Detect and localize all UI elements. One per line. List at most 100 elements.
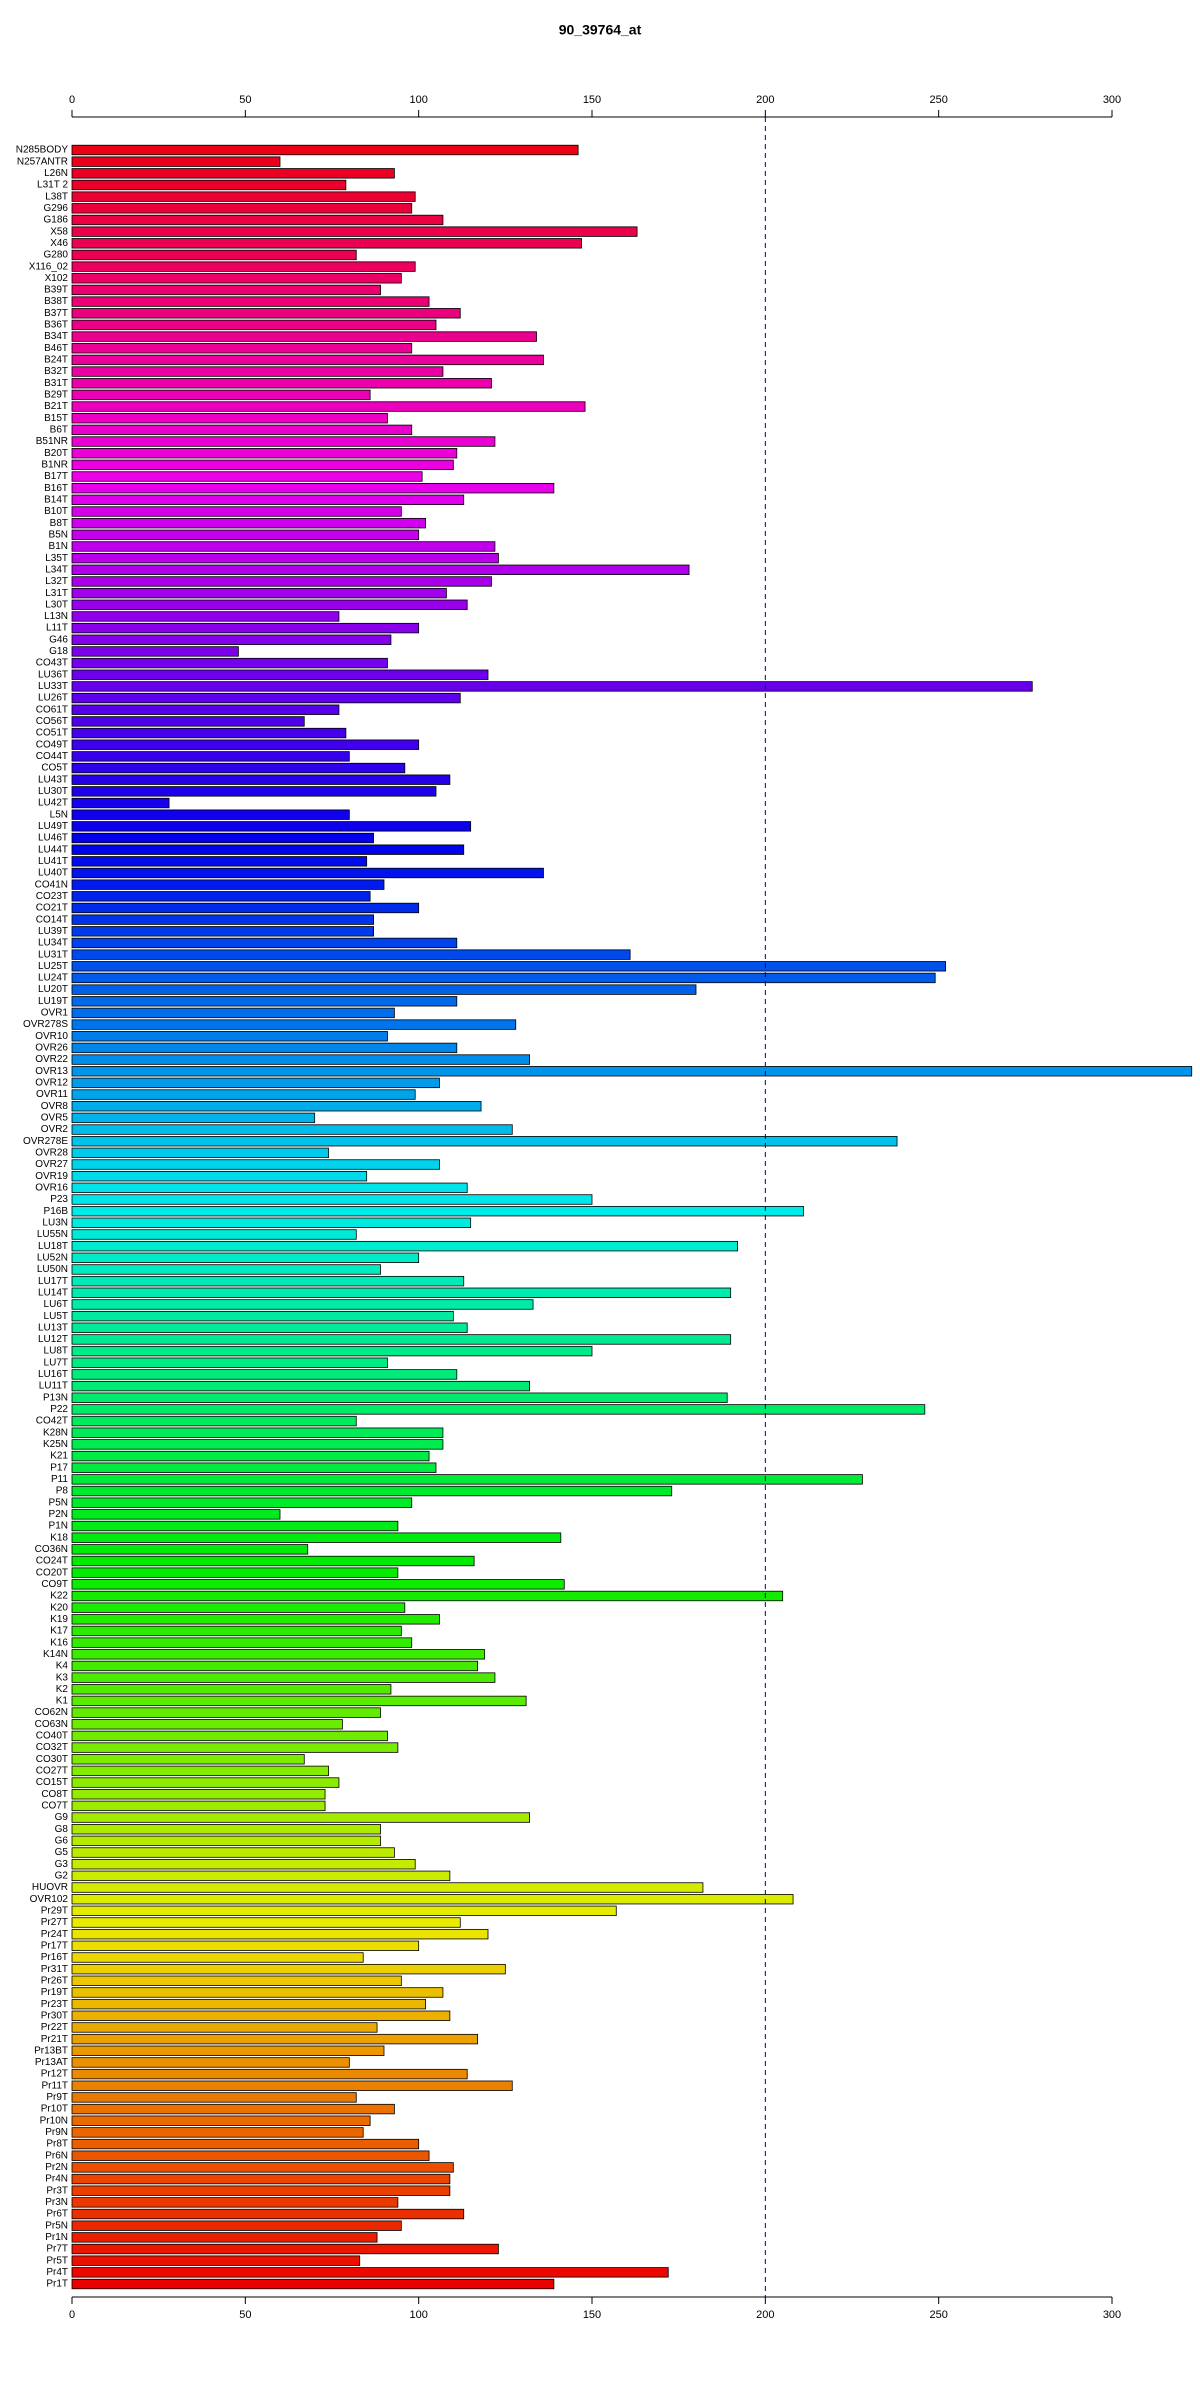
- y-tick-label: CO51T: [36, 728, 68, 739]
- y-tick-label: CO63N: [35, 1719, 68, 1730]
- y-tick-label: B37T: [44, 308, 68, 319]
- bar: [71, 1777, 340, 1788]
- y-tick-label: G6: [55, 1836, 69, 1847]
- bar: [71, 331, 537, 342]
- x-tick-label: 300: [1103, 2309, 1121, 2321]
- bar: [71, 1893, 794, 1905]
- bar: [71, 1532, 562, 1543]
- bar: [71, 972, 936, 984]
- y-tick-label: OVR28: [35, 1148, 68, 1159]
- bar: [71, 168, 395, 179]
- y-tick-label: Pr6T: [46, 2209, 68, 2220]
- bar: [71, 541, 496, 552]
- bar: [71, 436, 496, 447]
- y-tick-label: LU6T: [44, 1299, 68, 1310]
- bar: [71, 2185, 451, 2196]
- y-tick-label: L35T: [45, 553, 68, 564]
- y-tick-label: Pr5T: [46, 2255, 68, 2266]
- bar: [71, 1205, 804, 1217]
- y-tick-label: K18: [50, 1532, 68, 1543]
- bar: [71, 1112, 316, 1124]
- bar: [71, 2115, 371, 2126]
- bar: [71, 1859, 416, 1870]
- y-tick-label: B39T: [44, 285, 68, 296]
- y-tick-label: P22: [50, 1404, 68, 1415]
- y-tick-label: L31T: [45, 588, 68, 599]
- bar: [71, 1998, 427, 2010]
- bar: [71, 2267, 669, 2278]
- y-tick-label: LU5T: [44, 1311, 68, 1322]
- y-tick-label: G2: [55, 1870, 69, 1881]
- y-tick-label: Pr7T: [46, 2244, 68, 2255]
- y-tick-label: K1: [56, 1696, 69, 1707]
- y-tick-label: K14N: [43, 1649, 68, 1660]
- y-tick-label: P17: [50, 1462, 68, 1473]
- bar: [71, 284, 381, 296]
- bar: [71, 1264, 381, 1275]
- bar: [71, 1427, 444, 1438]
- y-tick-label: CO62N: [35, 1707, 68, 1718]
- y-tick-label: CO8T: [41, 1789, 68, 1800]
- y-tick-label: G3: [55, 1859, 69, 1870]
- y-tick-label: G18: [49, 646, 68, 657]
- y-tick-label: X116_02: [29, 261, 69, 272]
- y-tick-label: L38T: [45, 191, 68, 202]
- bar: [71, 191, 416, 202]
- y-tick-label: L34T: [45, 564, 68, 575]
- y-tick-label: OVR102: [30, 1894, 69, 1905]
- y-tick-label: B1N: [49, 541, 68, 552]
- y-tick-label: LU49T: [38, 821, 68, 832]
- bar: [71, 1415, 357, 1427]
- bar: [71, 786, 437, 797]
- bar: [71, 704, 340, 715]
- y-tick-label: B46T: [44, 343, 68, 354]
- bar: [71, 448, 458, 459]
- y-tick-label: G186: [44, 215, 69, 226]
- bar: [71, 494, 465, 506]
- bar: [71, 354, 544, 366]
- y-tick-label: LU33T: [38, 681, 68, 692]
- bar: [71, 1742, 399, 1753]
- y-tick-label: P8: [56, 1486, 69, 1497]
- y-tick-label: LU50N: [37, 1264, 68, 1275]
- y-tick-label: L32T: [45, 576, 68, 587]
- y-tick-label: OVR13: [35, 1066, 68, 1077]
- y-tick-label: Pr10T: [41, 2104, 68, 2115]
- y-tick-label: OVR19: [35, 1171, 68, 1182]
- bar: [71, 926, 375, 937]
- bar: [71, 1159, 440, 1170]
- bar: [71, 599, 468, 610]
- y-tick-label: LU52N: [37, 1252, 68, 1263]
- y-tick-label: CO15T: [36, 1777, 68, 1788]
- bar: [71, 1649, 485, 1660]
- chart-title: 90_39764_at: [559, 22, 642, 38]
- y-tick-label: LU19T: [38, 996, 68, 1007]
- bar: [71, 681, 1033, 692]
- y-tick-label: P5N: [49, 1497, 68, 1508]
- bar: [71, 774, 451, 785]
- bar: [71, 1066, 1193, 1077]
- bar: [71, 1835, 381, 1847]
- bar: [71, 156, 281, 167]
- y-tick-label: LU30T: [38, 786, 68, 797]
- bar: [71, 471, 423, 482]
- y-tick-label: LU55N: [37, 1229, 68, 1240]
- bar: [71, 1544, 309, 1555]
- bar: [71, 2243, 499, 2255]
- y-tick-label: LU41T: [38, 856, 68, 867]
- bar: [71, 2208, 465, 2220]
- bar: [71, 203, 413, 214]
- y-tick-label: LU46T: [38, 833, 68, 844]
- y-tick-label: B24T: [44, 355, 68, 366]
- bar: [71, 1660, 479, 1672]
- bar: [71, 1299, 534, 1310]
- y-tick-label: X58: [50, 226, 68, 237]
- bar: [71, 751, 350, 762]
- bar: [71, 937, 458, 949]
- bar: [71, 727, 347, 739]
- y-tick-label: G296: [44, 203, 69, 214]
- y-tick-label: CO32T: [36, 1742, 68, 1753]
- bar: [71, 2220, 402, 2231]
- y-tick-label: CO43T: [36, 658, 68, 669]
